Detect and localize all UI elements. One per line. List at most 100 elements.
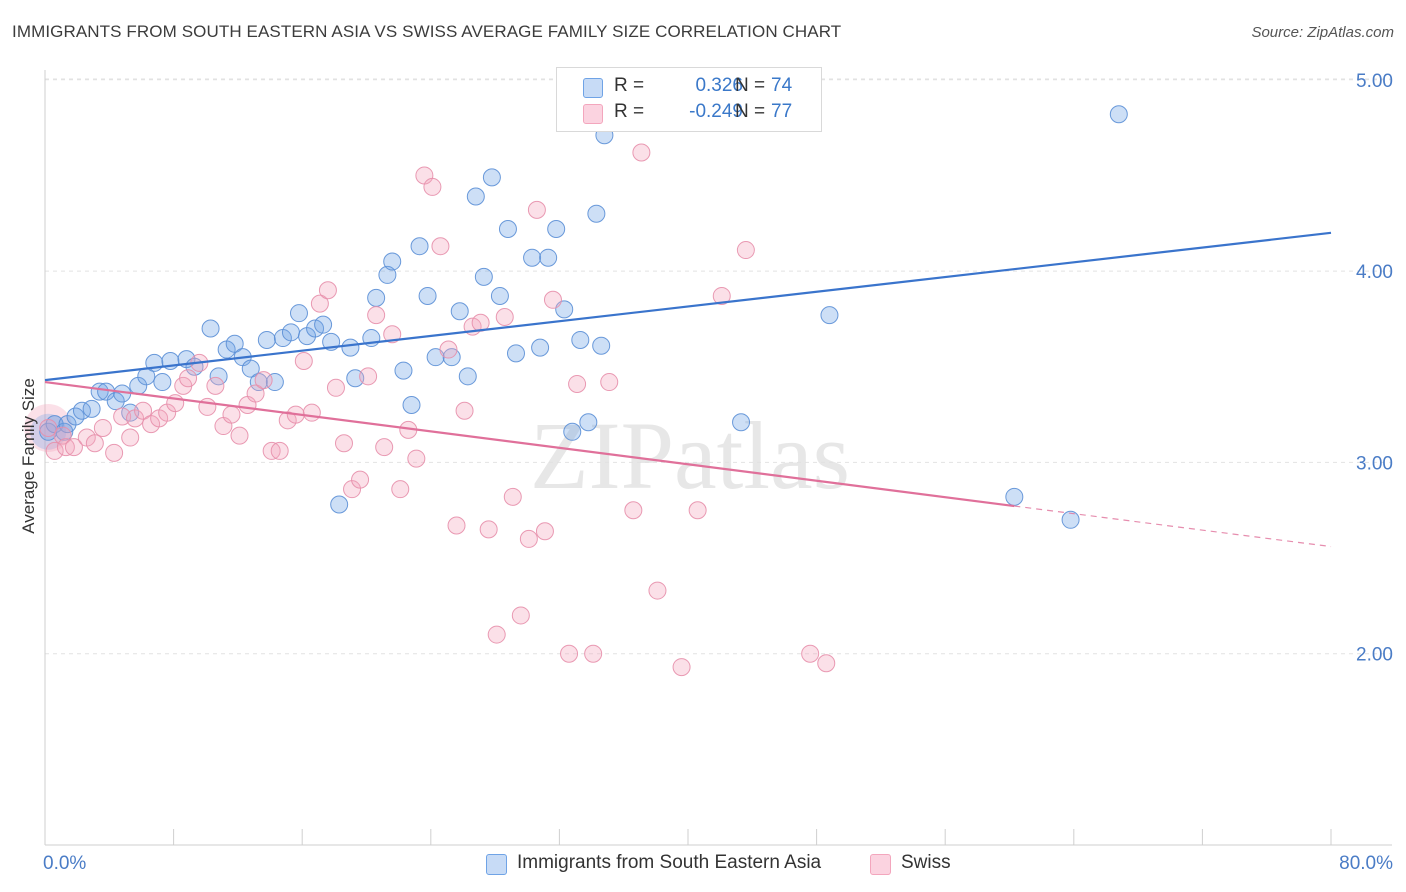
data-point-swiss: [351, 470, 370, 489]
data-point-asia: [531, 338, 550, 357]
data-point-swiss: [407, 449, 426, 468]
correlation-legend: R = 0.326 N = 74 R = -0.249 N = 77: [556, 67, 822, 132]
trend-line-swiss: [44, 380, 1015, 508]
x-tick-label: 80.0%: [1339, 853, 1393, 874]
data-point-asia: [450, 302, 469, 321]
data-point-swiss: [39, 418, 58, 437]
legend-swatch-swiss: [870, 854, 891, 875]
data-point-asia: [498, 220, 517, 239]
data-point-asia: [289, 304, 308, 323]
data-point-swiss: [222, 405, 241, 424]
data-point-swiss: [383, 325, 402, 344]
data-point-asia: [281, 323, 300, 342]
data-point-swiss: [93, 418, 112, 437]
legend-n-label: N =: [735, 101, 766, 122]
data-point-asia: [153, 373, 172, 392]
legend-r-label: R =: [614, 101, 645, 122]
data-point-asia: [458, 367, 477, 386]
data-point-swiss: [648, 581, 667, 600]
x-tick-label: 0.0%: [43, 853, 86, 874]
data-point-swiss: [230, 426, 249, 445]
data-point-asia: [490, 286, 509, 305]
data-point-swiss: [121, 428, 140, 447]
data-point-swiss: [423, 177, 442, 196]
data-point-asia: [1109, 105, 1128, 124]
data-point-asia: [418, 286, 437, 305]
data-point-asia: [592, 336, 611, 355]
data-point-asia: [394, 361, 413, 380]
data-point-swiss: [487, 625, 506, 644]
legend-swatch-asia: [583, 78, 603, 98]
data-point-asia: [201, 319, 220, 338]
data-point-swiss: [519, 529, 538, 548]
data-point-swiss: [672, 658, 691, 677]
data-point-asia: [547, 220, 566, 239]
legend-r-value: 0.326: [695, 75, 743, 96]
legend-swatch-swiss: [583, 104, 603, 124]
chart-title: IMMIGRANTS FROM SOUTH EASTERN ASIA VS SW…: [12, 22, 842, 41]
data-point-asia: [587, 204, 606, 223]
data-point-asia: [474, 267, 493, 286]
data-point-swiss: [64, 438, 83, 457]
data-point-asia: [209, 367, 228, 386]
data-point-swiss: [318, 281, 337, 300]
data-point-asia: [539, 248, 558, 267]
data-point-swiss: [391, 480, 410, 499]
data-point-swiss: [543, 290, 562, 309]
legend-label-asia: Immigrants from South Eastern Asia: [517, 852, 822, 873]
cluster-point: [30, 413, 67, 450]
legend-n-label: N =: [735, 75, 766, 96]
data-point-swiss: [431, 237, 450, 256]
data-point-swiss: [45, 441, 64, 460]
data-point-asia: [1005, 487, 1024, 506]
data-point-asia: [225, 334, 244, 353]
data-point-asia: [523, 248, 542, 267]
data-point-swiss: [134, 401, 153, 420]
data-point-asia: [482, 168, 501, 187]
data-point-swiss: [447, 516, 466, 535]
data-point-swiss: [53, 426, 72, 445]
data-point-asia: [330, 495, 349, 514]
data-point-asia: [90, 382, 109, 401]
data-point-asia: [314, 315, 333, 334]
data-point-swiss: [503, 487, 522, 506]
data-point-swiss: [439, 340, 458, 359]
data-point-swiss: [105, 443, 124, 462]
legend-r-value: -0.249: [689, 101, 743, 122]
data-point-swiss: [455, 401, 474, 420]
legend-n-value: 77: [771, 101, 793, 122]
y-tick-label: 5.00: [1356, 71, 1393, 92]
data-point-asia: [39, 422, 58, 441]
data-point-swiss: [326, 378, 345, 397]
data-point-swiss: [302, 403, 321, 422]
data-point-swiss: [495, 308, 514, 327]
data-points: [24, 105, 1128, 677]
data-point-swiss: [568, 374, 587, 393]
data-point-asia: [410, 237, 429, 256]
data-point-swiss: [688, 501, 707, 520]
data-point-asia: [265, 373, 284, 392]
trend-lines: [44, 231, 1332, 548]
data-point-asia: [820, 306, 839, 325]
data-point-asia: [367, 288, 386, 307]
legend-n-value: 74: [771, 75, 793, 96]
data-point-swiss: [624, 501, 643, 520]
data-point-asia: [383, 252, 402, 271]
data-point-swiss: [817, 654, 836, 673]
y-axis-label: Average Family Size: [19, 378, 38, 534]
tick-labels: 2.00 3.00 4.00 5.00 0.0% 80.0%: [43, 71, 1393, 874]
data-point-swiss: [632, 143, 651, 162]
data-point-asia: [563, 422, 582, 441]
y-tick-label: 2.00: [1356, 645, 1393, 666]
data-point-swiss: [712, 286, 731, 305]
data-point-asia: [82, 399, 101, 418]
legend-label-swiss: Swiss: [901, 852, 951, 873]
source-label: Source: ZipAtlas.com: [1251, 24, 1394, 41]
legend-r-label: R =: [614, 75, 645, 96]
data-point-asia: [378, 265, 397, 284]
data-point-swiss: [246, 384, 265, 403]
trend-line-asia: [44, 231, 1332, 382]
data-point-swiss: [254, 371, 273, 390]
data-point-swiss: [801, 644, 820, 663]
